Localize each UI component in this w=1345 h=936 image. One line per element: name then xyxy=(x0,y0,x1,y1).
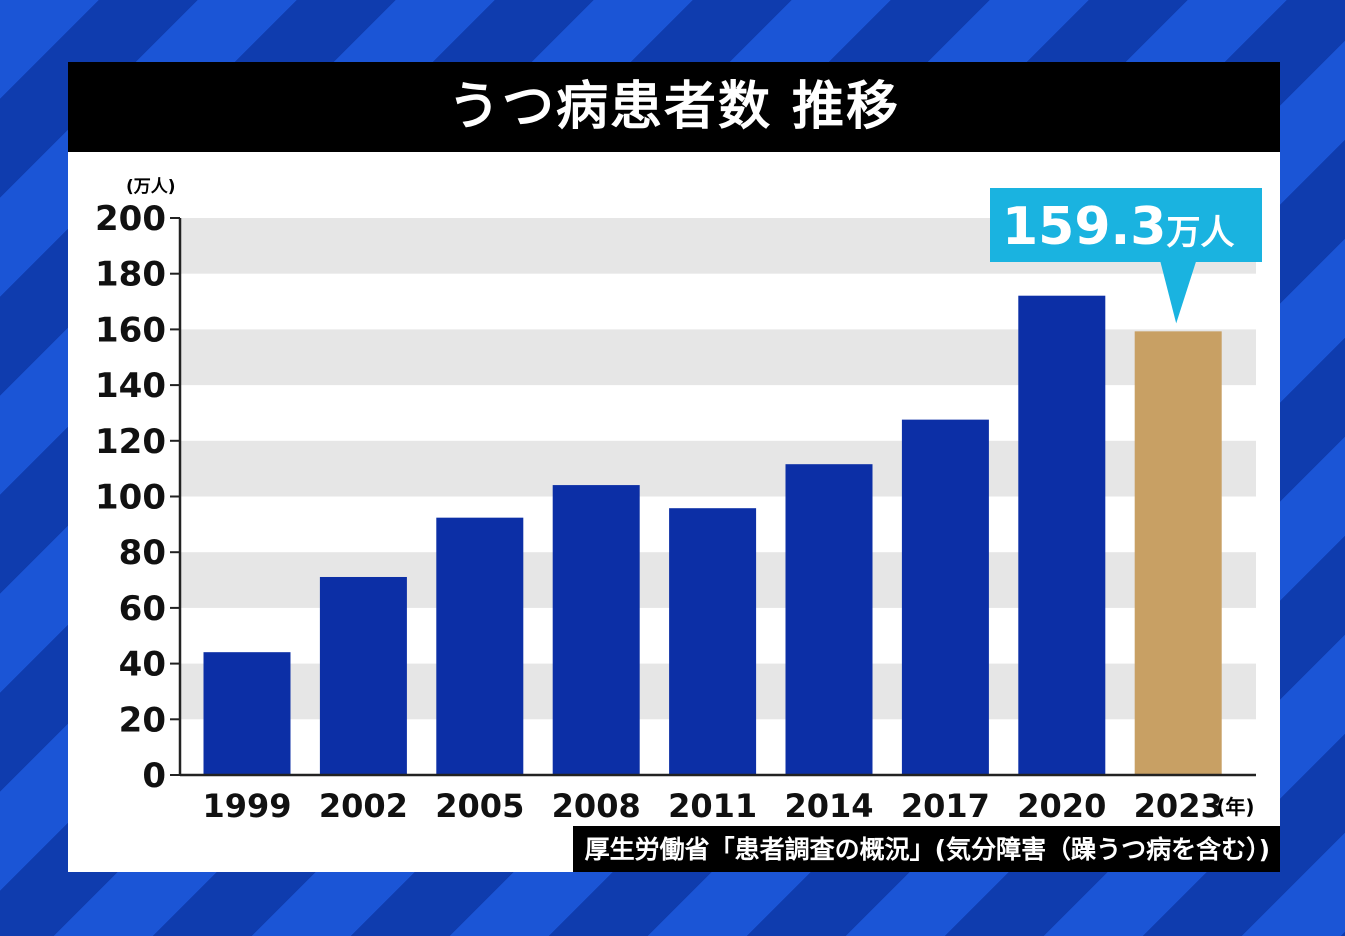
bar-2002 xyxy=(319,576,407,775)
x-tick-label: 2011 xyxy=(668,787,757,825)
y-tick-label: 80 xyxy=(119,533,166,573)
bar-2020 xyxy=(1018,295,1106,775)
bar-2005 xyxy=(436,517,524,775)
y-tick-label: 0 xyxy=(142,756,166,796)
x-tick-label: 2002 xyxy=(319,787,408,825)
chart-title: うつ病患者数 推移 xyxy=(68,62,1280,152)
y-tick-label: 200 xyxy=(95,199,166,239)
callout-value: 159.3万人 xyxy=(1002,197,1234,257)
bar-2014 xyxy=(785,464,873,775)
y-tick-label: 100 xyxy=(95,478,166,518)
x-axis-unit: (年) xyxy=(1216,795,1254,819)
x-tick-label: 2008 xyxy=(552,787,641,825)
x-tick-label: 2020 xyxy=(1017,787,1106,825)
value-callout: 159.3万人 xyxy=(990,188,1262,324)
chart-panel: うつ病患者数 推移 0 20 40 60 80 100 120 140 160 180 200 199… xyxy=(68,62,1280,872)
y-tick-label: 180 xyxy=(95,255,166,295)
x-tick-label: 2014 xyxy=(784,787,873,825)
y-tick-label: 40 xyxy=(119,645,166,685)
x-tick-label: 2017 xyxy=(901,787,990,825)
source-note: 厚生労働省「患者調査の概況」(気分障害（躁うつ病を含む）) xyxy=(572,826,1280,872)
bar-2008 xyxy=(552,485,640,775)
y-tick-label: 120 xyxy=(95,422,166,462)
bar-2017 xyxy=(901,419,989,775)
callout-pointer xyxy=(1160,261,1197,324)
x-tick-label: 2005 xyxy=(435,787,524,825)
bar-chart: 0 20 40 60 80 100 120 140 160 180 200 1999 2002 2005 2… xyxy=(95,177,1262,825)
bar-1999 xyxy=(203,652,291,775)
x-tick-label: 2023 xyxy=(1134,787,1223,825)
x-tick-label: 1999 xyxy=(202,787,291,825)
bar-2011 xyxy=(669,508,757,775)
y-axis-unit: (万人) xyxy=(126,177,176,197)
y-tick-label: 160 xyxy=(95,310,166,350)
y-tick-label: 140 xyxy=(95,366,166,406)
y-tick-label: 60 xyxy=(119,589,166,629)
callout-box xyxy=(990,188,1262,262)
bar-2023 xyxy=(1134,331,1222,775)
y-tick-label: 20 xyxy=(119,700,166,740)
